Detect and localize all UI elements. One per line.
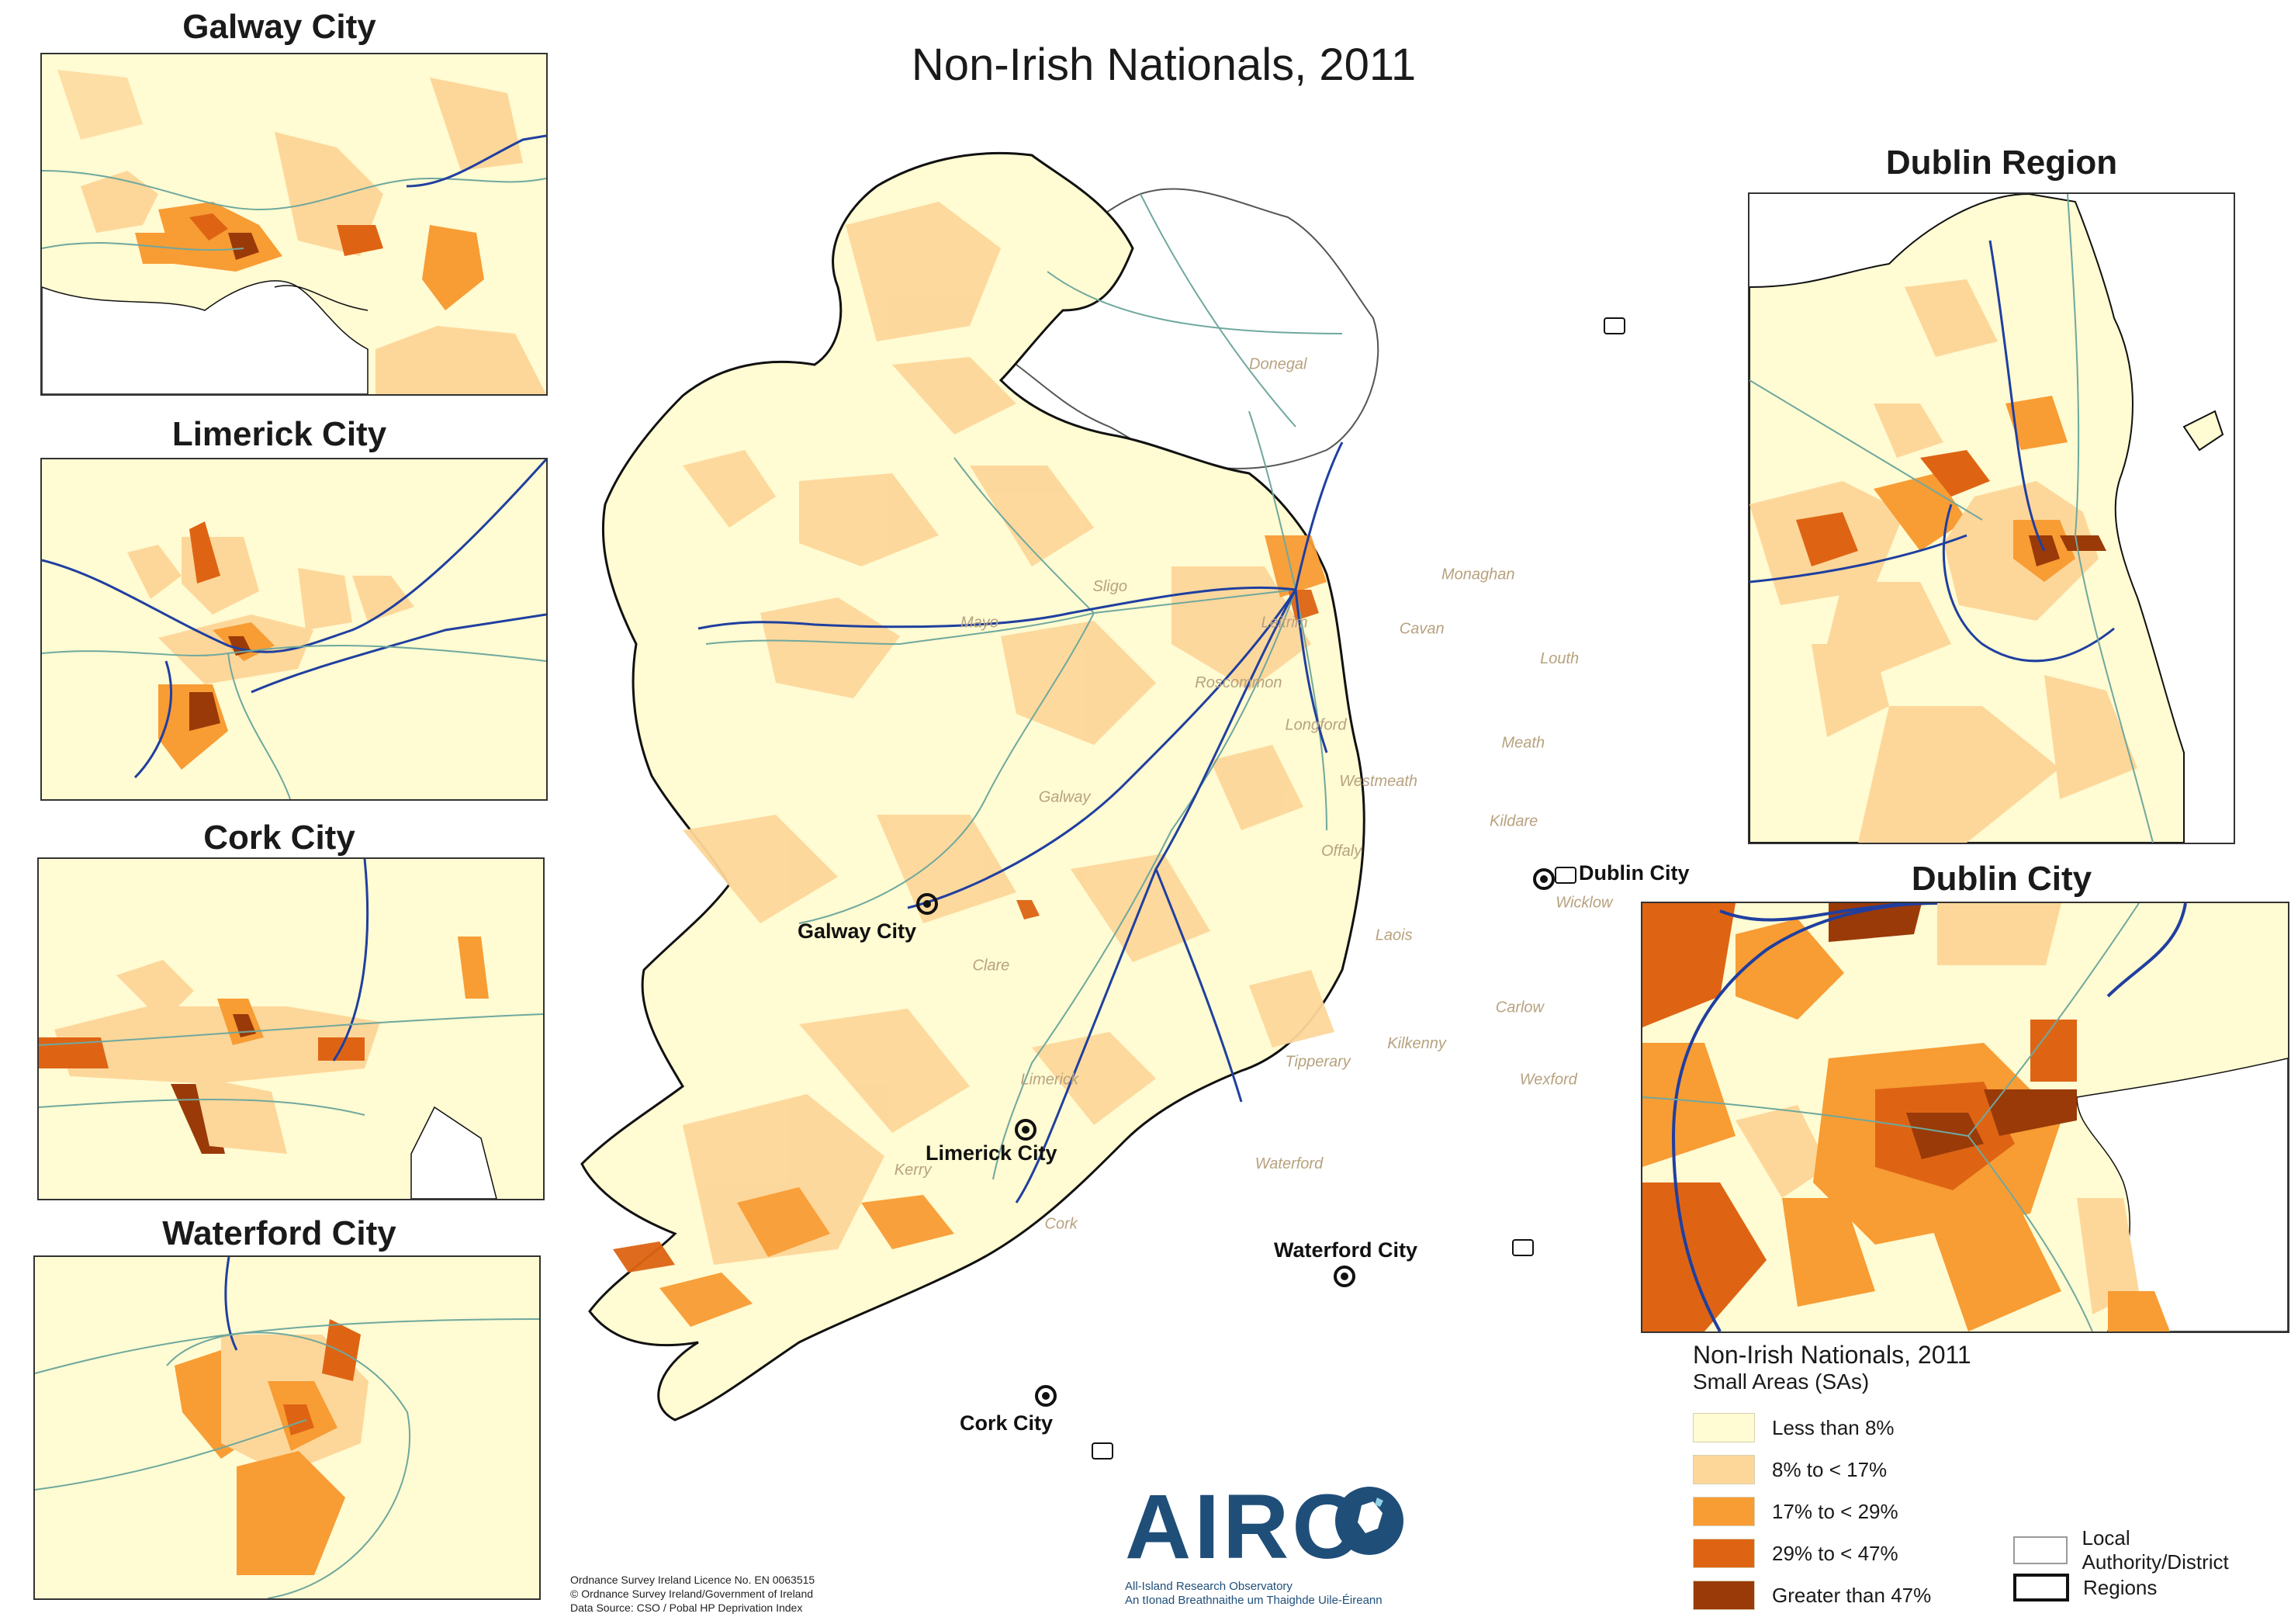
dublin-region-inset-svg: [1749, 194, 2234, 843]
legend-subtitle: Small Areas (SAs): [1693, 1369, 1870, 1394]
county-label-layer: Donegal Sligo Mayo Leitrim Roscommon Monaghan…: [895, 355, 1614, 1232]
regions-label: Regions: [2083, 1575, 2158, 1599]
dublin-city-inset-title: Dublin City: [1911, 860, 2092, 898]
limerick-inset-title: Limerick City: [171, 415, 387, 453]
galway-inset-svg: [42, 54, 546, 394]
legend-class-list: Less than 8% 8% to < 17% 17% to < 29% 29% t…: [1693, 1407, 2189, 1616]
city-label-dublin: Dublin City: [1579, 861, 1690, 885]
dublin-region-inset-title: Dublin Region: [1885, 144, 2118, 182]
county-label-limerick: Limerick: [1021, 1072, 1079, 1089]
county-label-monaghan: Monaghan: [1441, 566, 1515, 583]
local-authority-swatch: [2013, 1536, 2068, 1564]
county-label-louth: Louth: [1540, 650, 1579, 667]
waterford-inset-svg: [35, 1257, 539, 1598]
airo-logo[interactable]: AIRO All-Island Research Observatory An …: [1125, 1474, 1404, 1608]
legend-class-label: 17% to < 29%: [1772, 1499, 1898, 1523]
city-label-limerick: Limerick City: [926, 1141, 1057, 1165]
airo-logo-word: AIRO: [1125, 1476, 1366, 1578]
legend-swatch: [1693, 1539, 1755, 1568]
county-label-wicklow: Wicklow: [1556, 895, 1614, 912]
ireland-main-svg: [580, 151, 1379, 1421]
legend: Non-Irish Nationals, 2011 Small Areas (S…: [1693, 1341, 2189, 1616]
county-label-donegal: Donegal: [1249, 355, 1307, 372]
boundary-legend: Local Authority/District Regions: [2013, 1526, 2277, 1606]
county-label-waterford: Waterford: [1255, 1155, 1324, 1172]
legend-class-row: 8% to < 17%: [1693, 1449, 2189, 1491]
credit-data-source: Data Source: CSO / Pobal HP Deprivation …: [570, 1601, 803, 1614]
county-label-kerry: Kerry: [895, 1162, 933, 1179]
city-label-cork: Cork City: [960, 1411, 1053, 1435]
legend-class-label: Greater than 47%: [1772, 1583, 1932, 1607]
dublin-city-inset-map[interactable]: [1641, 902, 2289, 1333]
city-label-waterford: Waterford City: [1274, 1238, 1417, 1262]
regions-swatch: [2013, 1574, 2069, 1601]
galway-inset-title: Galway City: [182, 8, 376, 46]
waterford-inset-map[interactable]: [33, 1255, 541, 1600]
legend-swatch: [1693, 1497, 1755, 1526]
local-authority-label: Local Authority/District: [2082, 1526, 2229, 1574]
county-label-roscommon: Roscommon: [1195, 674, 1282, 691]
legend-swatch: [1693, 1413, 1755, 1442]
county-label-westmeath: Westmeath: [1339, 773, 1417, 790]
legend-class-label: Less than 8%: [1772, 1415, 1895, 1439]
ireland-main-map[interactable]: [566, 132, 1707, 1583]
legend-class-row: Less than 8%: [1693, 1407, 2189, 1449]
county-label-mayo: Mayo: [960, 615, 998, 632]
county-label-kilkenny: Kilkenny: [1387, 1035, 1447, 1052]
legend-title: Non-Irish Nationals, 2011: [1693, 1341, 1971, 1369]
choropleth-fill: [613, 202, 1334, 1327]
county-label-sligo: Sligo: [1093, 578, 1127, 595]
credit-osi-copyright: © Ordnance Survey Ireland/Government of …: [570, 1588, 814, 1600]
city-marker-waterford[interactable]: Waterford City: [1274, 1238, 1417, 1287]
credits: Ordnance Survey Ireland Licence No. EN 0…: [570, 1573, 958, 1615]
airo-logo-line2: An tIonad Breathnaithe um Thaighde Uile-…: [1125, 1594, 1383, 1607]
city-marker-limerick[interactable]: Limerick City: [926, 1119, 1057, 1165]
legend-swatch: [1693, 1455, 1755, 1484]
legend-class-row: 17% to < 29%: [1693, 1491, 2189, 1532]
county-label-longford: Longford: [1286, 716, 1348, 733]
county-label-wexford: Wexford: [1520, 1072, 1578, 1089]
waterford-inset-title: Waterford City: [162, 1214, 396, 1252]
county-label-meath: Meath: [1502, 735, 1545, 752]
dublin-region-inset-map[interactable]: [1748, 192, 2235, 844]
legend-class-row: Greater than 47%: [1693, 1574, 2189, 1616]
legend-class-label: 29% to < 47%: [1772, 1541, 1898, 1565]
county-label-cavan: Cavan: [1400, 620, 1445, 637]
county-label-clare: Clare: [973, 957, 1010, 974]
cork-inset-map[interactable]: [37, 857, 545, 1200]
limerick-inset-map[interactable]: [40, 458, 548, 801]
limerick-inset-svg: [42, 459, 546, 799]
city-label-galway: Galway City: [798, 919, 916, 943]
county-label-tipperary: Tipperary: [1286, 1053, 1351, 1070]
dublin-city-inset-svg: [1642, 903, 2288, 1331]
legend-boundary-local-authority: Local Authority/District: [2013, 1526, 2277, 1574]
map-title: Non-Irish Nationals, 2011: [911, 40, 1417, 90]
county-label-galway: Galway: [1039, 788, 1092, 805]
globe-icon: [1335, 1487, 1403, 1555]
county-label-cork: Cork: [1045, 1216, 1078, 1233]
cork-inset-title: Cork City: [203, 819, 355, 857]
city-marker-cork[interactable]: Cork City: [960, 1385, 1057, 1435]
galway-inset-map[interactable]: [40, 53, 548, 396]
city-marker-galway[interactable]: Galway City: [798, 893, 938, 943]
city-marker-dublin[interactable]: Dublin City: [1533, 861, 1690, 890]
legend-class-label: 8% to < 17%: [1772, 1457, 1888, 1481]
county-label-kildare: Kildare: [1490, 812, 1538, 829]
county-label-carlow: Carlow: [1496, 999, 1545, 1016]
county-label-offaly: Offaly: [1321, 843, 1362, 860]
airo-logo-line1: All-Island Research Observatory: [1125, 1580, 1293, 1593]
legend-boundary-regions: Regions: [2013, 1569, 2277, 1606]
county-label-laois: Laois: [1376, 927, 1413, 944]
motorway-network: [697, 441, 1344, 1203]
credit-osi-licence: Ordnance Survey Ireland Licence No. EN 0…: [570, 1574, 815, 1586]
rail-network: [705, 193, 1343, 1180]
legend-swatch: [1693, 1581, 1755, 1610]
ferry-port-icon: [1092, 317, 1625, 1460]
county-label-leitrim: Leitrim: [1261, 615, 1308, 632]
cork-inset-svg: [39, 859, 543, 1199]
legend-class-row: 29% to < 47%: [1693, 1532, 2189, 1574]
